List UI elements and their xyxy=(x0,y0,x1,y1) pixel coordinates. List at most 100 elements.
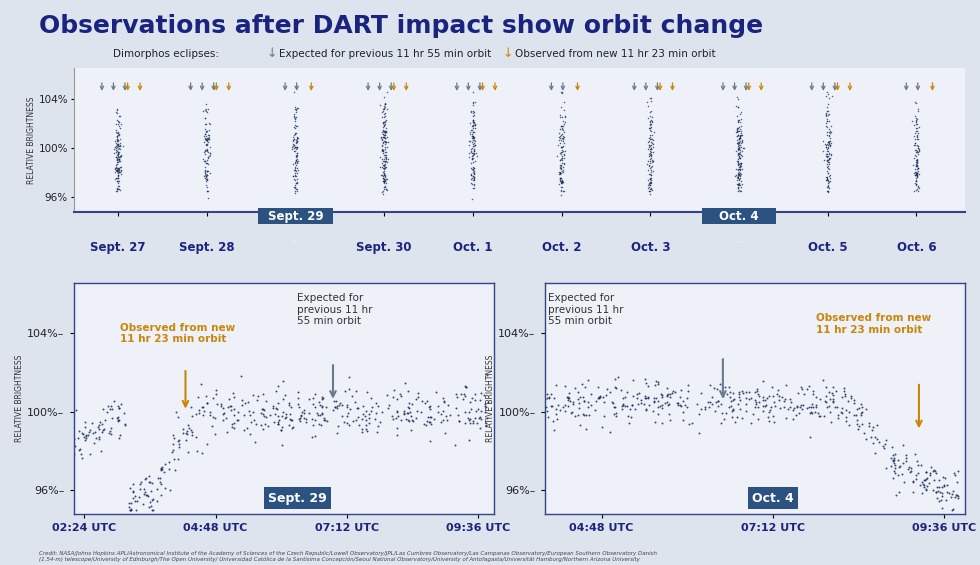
Point xyxy=(376,121,392,130)
Point xyxy=(198,107,214,116)
Point xyxy=(732,163,748,172)
Point xyxy=(890,470,906,479)
Point xyxy=(288,137,304,146)
Point xyxy=(472,423,488,432)
Point xyxy=(288,150,304,159)
Point xyxy=(827,402,843,411)
Point xyxy=(284,142,300,151)
Point xyxy=(731,115,747,124)
Point xyxy=(710,401,725,410)
Point xyxy=(817,112,833,121)
Text: Dimorphos eclipses:: Dimorphos eclipses: xyxy=(113,49,219,59)
Point xyxy=(554,154,569,163)
Point xyxy=(466,112,481,121)
Point xyxy=(287,183,303,192)
Point xyxy=(888,463,904,472)
Point xyxy=(110,143,125,152)
Point xyxy=(110,171,125,180)
Point xyxy=(275,395,291,404)
Point xyxy=(945,486,960,496)
Point xyxy=(662,400,677,409)
Point xyxy=(906,154,922,163)
Point xyxy=(554,182,569,191)
Point xyxy=(804,403,819,412)
Point xyxy=(213,402,228,411)
Point xyxy=(610,373,625,382)
Point xyxy=(923,462,939,471)
Point xyxy=(242,411,258,420)
Point xyxy=(451,416,466,425)
Point xyxy=(916,475,932,484)
Point xyxy=(376,137,392,146)
Point xyxy=(908,157,924,166)
Point xyxy=(555,117,570,126)
Point xyxy=(111,415,126,424)
Point xyxy=(478,421,494,431)
Point xyxy=(819,152,835,161)
Point xyxy=(643,170,659,179)
Point xyxy=(334,411,350,420)
Point xyxy=(289,133,305,142)
Point xyxy=(287,114,303,123)
Point xyxy=(576,396,592,405)
Text: Observed from new 11 hr 23 min orbit: Observed from new 11 hr 23 min orbit xyxy=(515,49,716,59)
Point xyxy=(556,134,571,144)
Point xyxy=(248,419,264,428)
Point xyxy=(918,468,934,477)
Point xyxy=(288,157,304,166)
Point xyxy=(554,178,569,187)
Point xyxy=(908,169,924,178)
Point xyxy=(197,129,213,138)
Point xyxy=(420,412,436,421)
Point xyxy=(552,168,567,177)
Point xyxy=(203,142,219,151)
Point xyxy=(642,159,658,168)
Point xyxy=(643,94,659,103)
Point xyxy=(466,179,482,188)
Point xyxy=(146,494,162,503)
Point xyxy=(844,392,859,401)
Point xyxy=(731,164,747,173)
Point xyxy=(112,139,127,148)
Point xyxy=(154,464,170,473)
Point xyxy=(729,127,745,136)
Point xyxy=(732,162,748,171)
Point xyxy=(225,389,241,398)
Point xyxy=(465,138,480,147)
Point xyxy=(376,176,392,185)
Point xyxy=(809,408,825,417)
Point xyxy=(837,391,853,400)
Point xyxy=(931,483,947,492)
Point xyxy=(778,414,794,423)
Point xyxy=(377,99,393,108)
Point xyxy=(162,485,177,494)
Point xyxy=(473,406,489,415)
Point xyxy=(560,392,575,401)
Point xyxy=(200,159,216,168)
Point xyxy=(145,496,161,505)
Point xyxy=(689,399,705,408)
Point xyxy=(466,140,481,149)
Point xyxy=(555,177,570,186)
Point xyxy=(815,375,831,384)
Point xyxy=(765,391,781,400)
Point xyxy=(358,420,373,429)
Point xyxy=(808,402,824,411)
Point xyxy=(466,173,481,182)
Point xyxy=(462,398,477,407)
Point xyxy=(730,127,746,136)
Point xyxy=(191,408,207,418)
Point xyxy=(378,175,394,184)
Point xyxy=(624,400,640,409)
Point xyxy=(823,149,839,158)
Point xyxy=(467,120,483,129)
Point xyxy=(651,377,666,386)
Point xyxy=(886,455,902,464)
Point xyxy=(819,167,835,176)
Point xyxy=(153,464,169,473)
Point xyxy=(200,127,216,136)
Point xyxy=(771,392,787,401)
Point xyxy=(288,166,304,175)
Point xyxy=(927,467,943,476)
Point xyxy=(808,400,824,409)
